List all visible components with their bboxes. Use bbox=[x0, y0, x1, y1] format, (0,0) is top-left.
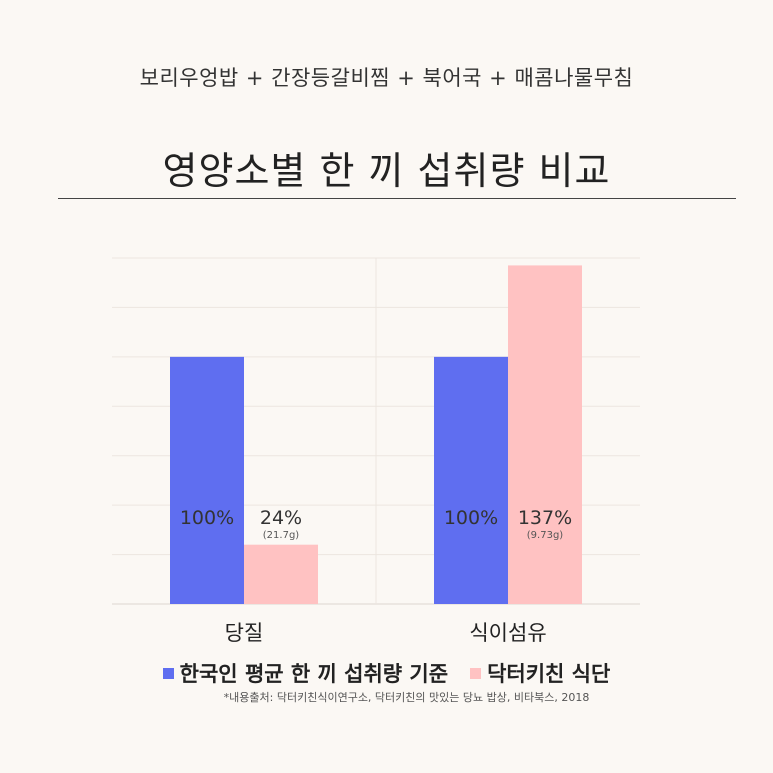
chart-title: 영양소별 한 끼 섭취량 비교 bbox=[162, 149, 611, 193]
x-tick-label: 식이섬유 bbox=[469, 621, 546, 645]
bar-value-label: 100% bbox=[444, 507, 498, 529]
bar-value-label: 100% bbox=[180, 507, 234, 529]
x-tick-label: 당질 bbox=[225, 621, 264, 645]
bar bbox=[508, 265, 582, 604]
legend-label-average: 한국인 평균 한 끼 섭취량 기준 bbox=[179, 662, 449, 686]
chart-legend: 한국인 평균 한 끼 섭취량 기준 닥터키친 식단 bbox=[0, 658, 773, 688]
bar-sub-label: (9.73g) bbox=[527, 530, 564, 541]
chart-subtitle: 보리우엉밥 + 간장등갈비찜 + 북어국 + 매콤나물무침 bbox=[139, 66, 634, 90]
source-note: *내용출처: 닥터키친식이연구소, 닥터키친의 맛있는 당뇨 밥상, 비타북스,… bbox=[223, 691, 590, 704]
bar-value-label: 137% bbox=[518, 507, 572, 529]
legend-swatch-doctor-kitchen bbox=[470, 667, 482, 679]
legend-item-average: 한국인 평균 한 끼 섭취량 기준 bbox=[162, 658, 449, 688]
bar-sub-label: (21.7g) bbox=[263, 530, 300, 541]
title-divider bbox=[58, 198, 736, 199]
bar-chart: 100% 24%(21.7g) 당질 100% 137%(9.73g) 식이섬유 bbox=[112, 257, 640, 645]
legend-item-doctor-kitchen: 닥터키친 식단 bbox=[470, 658, 610, 688]
bar bbox=[244, 544, 318, 604]
bar bbox=[170, 356, 244, 604]
bar bbox=[434, 356, 508, 604]
legend-swatch-average bbox=[162, 667, 174, 679]
bar-value-label: 24% bbox=[260, 507, 302, 529]
legend-label-doctor-kitchen: 닥터키친 식단 bbox=[487, 662, 611, 686]
